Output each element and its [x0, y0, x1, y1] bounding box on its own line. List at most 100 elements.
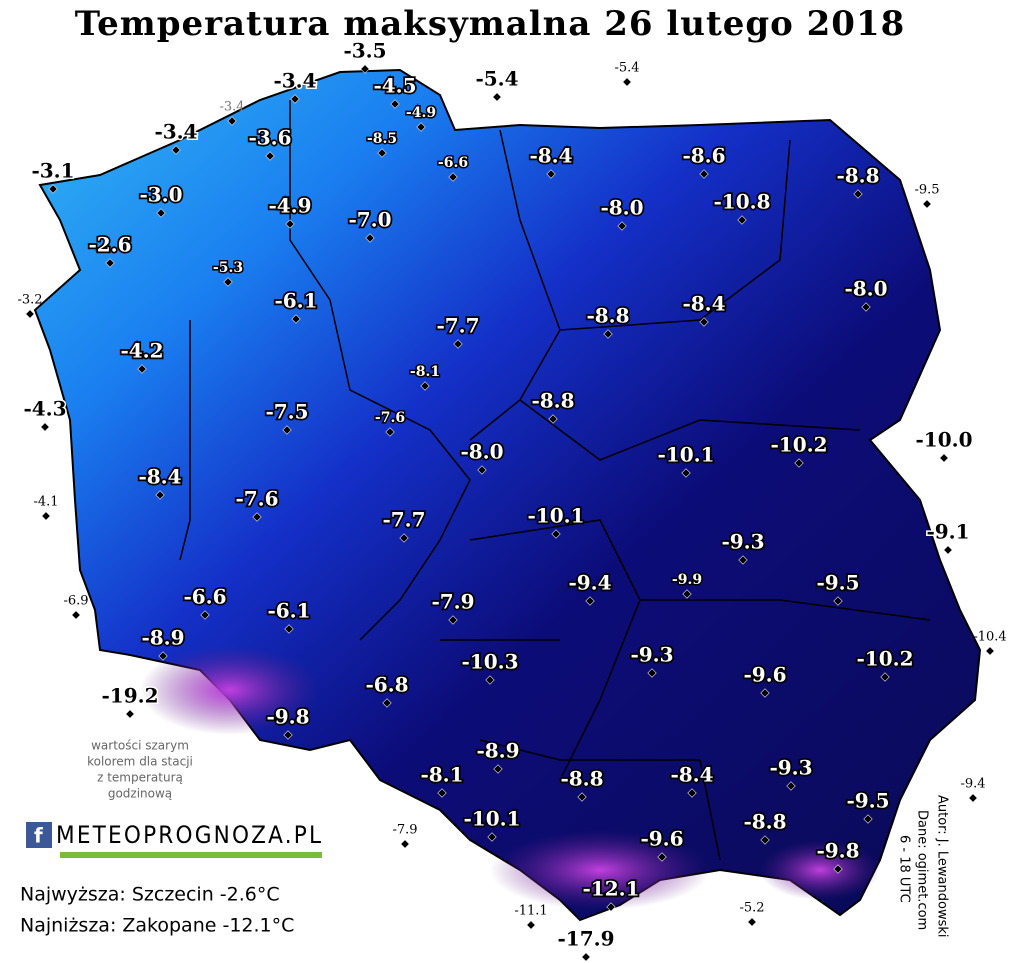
- station-marker: [493, 764, 503, 774]
- station-value: -6.1: [274, 289, 317, 313]
- station-value: -3.4: [154, 120, 197, 144]
- station-marker: [171, 145, 181, 155]
- station-value: -9.8: [266, 705, 309, 729]
- logo-bar: [60, 852, 322, 858]
- credit: Autor: J. Lewandowski: [935, 795, 950, 938]
- station-value: -11.1: [514, 904, 547, 919]
- station-value: -7.6: [235, 487, 278, 511]
- station-value: -6.6: [438, 155, 468, 171]
- station-marker: [385, 427, 395, 437]
- station-value: -3.4: [273, 69, 316, 93]
- station-marker: [853, 189, 863, 199]
- station-marker: [437, 788, 447, 798]
- station-marker: [282, 425, 292, 435]
- station-value: -9.5: [914, 183, 939, 198]
- station-value: -9.5: [816, 571, 859, 595]
- station-value: -7.7: [382, 508, 425, 532]
- station-value: -19.2: [101, 684, 158, 708]
- station-value: -8.9: [476, 739, 519, 763]
- credit: 6 - 18 UTC: [897, 835, 912, 903]
- station-marker: [448, 172, 458, 182]
- summary: Najniższa: Zakopane -12.1°C: [20, 915, 294, 937]
- station-value: -8.8: [586, 304, 629, 328]
- station-value: -3.2: [17, 293, 42, 308]
- station-marker: [485, 675, 495, 685]
- station-marker: [585, 596, 595, 606]
- station-marker: [377, 148, 387, 158]
- station-marker: [477, 465, 487, 475]
- station-value: -3.0: [139, 183, 182, 207]
- station-value: -3.5: [343, 39, 386, 63]
- station-marker: [487, 832, 497, 842]
- station-value: -6.9: [63, 594, 88, 609]
- cold-area: [140, 645, 320, 735]
- station-value: -9.5: [846, 789, 889, 813]
- station-marker: [284, 624, 294, 634]
- station-value: -4.9: [406, 105, 436, 121]
- station-value: -9.6: [743, 663, 786, 687]
- station-value: -8.8: [836, 164, 879, 188]
- station-marker: [760, 688, 770, 698]
- station-value: -4.2: [120, 339, 163, 363]
- station-value: -4.5: [373, 74, 416, 98]
- station-marker: [291, 314, 301, 324]
- station-value: -7.7: [436, 314, 479, 338]
- station-marker: [105, 258, 115, 268]
- summary: Najwyższa: Szczecin -2.6°C: [20, 884, 280, 906]
- logo: METEOPROGNOZA.PL: [56, 821, 321, 849]
- station-marker: [647, 668, 657, 678]
- station-value: -3.4: [219, 100, 244, 115]
- note: wartości szarym: [91, 739, 189, 753]
- station-marker: [265, 151, 275, 161]
- facebook-f: f: [34, 824, 43, 848]
- station-marker: [399, 533, 409, 543]
- station-value: -10.1: [657, 443, 714, 467]
- station-marker: [48, 184, 58, 194]
- station-marker: [863, 814, 873, 824]
- station-marker: [939, 453, 949, 463]
- station-value: -8.4: [138, 465, 181, 489]
- station-marker: [622, 77, 632, 87]
- station-value: -9.9: [672, 572, 702, 588]
- station-value: -7.5: [265, 400, 308, 424]
- station-value: -10.2: [856, 647, 913, 671]
- station-value: -4.3: [23, 397, 66, 421]
- note: godzinową: [108, 787, 172, 801]
- station-value: -6.8: [365, 673, 408, 697]
- station-marker: [617, 221, 627, 231]
- station-marker: [833, 864, 843, 874]
- station-marker: [922, 199, 932, 209]
- station-marker: [71, 610, 81, 620]
- station-marker: [223, 277, 233, 287]
- note: z temperaturą: [97, 771, 183, 785]
- station-marker: [365, 233, 375, 243]
- station-marker: [603, 329, 613, 339]
- station-marker: [548, 414, 558, 424]
- station-marker: [158, 651, 168, 661]
- station-marker: [41, 511, 51, 521]
- title: Temperatura maksymalna 26 lutego 2018: [75, 4, 906, 44]
- note: kolorem dla stacji: [87, 755, 193, 769]
- station-marker: [968, 793, 978, 803]
- station-value: -9.1: [926, 520, 969, 544]
- station-value: -8.0: [600, 196, 643, 220]
- station-marker: [200, 610, 210, 620]
- station-value: -3.1: [31, 159, 74, 183]
- station-value: -4.9: [268, 194, 311, 218]
- station-marker: [880, 672, 890, 682]
- station-value: -9.4: [568, 571, 611, 595]
- station-value: -5.4: [475, 67, 518, 91]
- station-value: -8.1: [410, 364, 440, 380]
- station-marker: [546, 169, 556, 179]
- facebook-icon: [26, 822, 52, 848]
- station-value: -10.4: [973, 630, 1006, 645]
- station-value: -10.1: [463, 807, 520, 831]
- station-marker: [577, 792, 587, 802]
- station-value: -9.3: [769, 756, 812, 780]
- station-marker: [786, 781, 796, 791]
- station-value: -8.0: [844, 277, 887, 301]
- station-value: -8.4: [670, 763, 713, 787]
- station-marker: [25, 309, 35, 319]
- station-value: -8.8: [560, 767, 603, 791]
